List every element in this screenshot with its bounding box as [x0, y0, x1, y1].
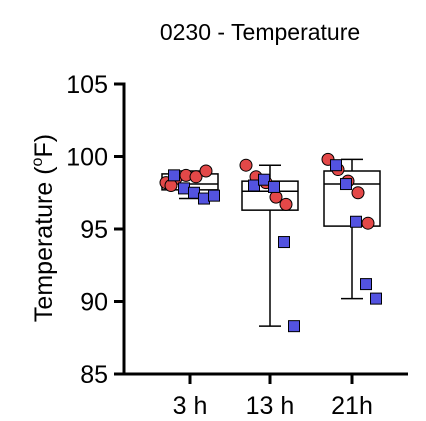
- data-point-circle: [351, 186, 365, 200]
- data-point-circle: [239, 158, 253, 172]
- chart-title: 0230 - Temperature: [160, 19, 360, 45]
- data-point-square: [340, 178, 352, 191]
- data-point-circle: [189, 170, 203, 184]
- y-tick-label: 100: [66, 144, 108, 172]
- x-tick-label: 21h: [331, 392, 373, 420]
- data-point-square: [288, 320, 300, 333]
- y-axis-label-unit: F): [30, 134, 58, 158]
- data-point-square: [198, 192, 210, 205]
- y-tick-label: 105: [66, 71, 108, 99]
- point-group: [159, 152, 382, 333]
- data-point-square: [178, 182, 190, 195]
- data-point-circle: [199, 164, 213, 178]
- data-point-square: [330, 159, 342, 172]
- x-tick-label: 13 h: [246, 392, 295, 420]
- y-axis-label-degree: o: [29, 157, 46, 166]
- y-axis-ticks: 85 90 95 100 105: [66, 71, 124, 389]
- y-tick-label: 85: [80, 361, 108, 389]
- data-point-circle: [279, 197, 293, 211]
- y-axis-label-main: Temperature (: [30, 166, 58, 322]
- y-tick-label: 95: [80, 216, 108, 244]
- x-tick-label: 3 h: [173, 392, 208, 420]
- data-point-square: [360, 278, 372, 291]
- data-point-square: [188, 186, 200, 199]
- data-point-square: [350, 215, 362, 228]
- data-point-square: [168, 169, 180, 182]
- data-point-square: [208, 189, 220, 202]
- data-point-square: [258, 173, 270, 186]
- x-axis-ticks: 3 h 13 h 21h: [173, 374, 373, 420]
- data-point-square: [370, 292, 382, 305]
- y-tick-label: 90: [80, 289, 108, 317]
- data-point-square: [268, 180, 280, 193]
- data-point-circle: [361, 216, 375, 230]
- y-axis-label: Temperature (oF): [29, 134, 58, 322]
- data-point-square: [278, 236, 290, 249]
- data-point-square: [248, 179, 260, 192]
